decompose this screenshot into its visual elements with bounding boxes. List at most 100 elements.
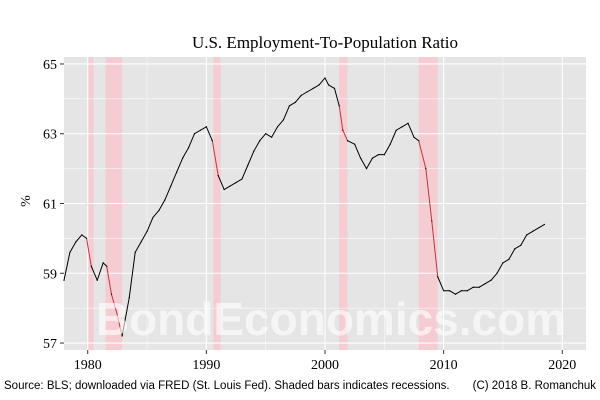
series-segment [514, 244, 522, 250]
copyright-note: (C) 2018 B. Romanchuk [473, 380, 597, 392]
data-point [223, 188, 225, 191]
series-segment [347, 140, 356, 145]
data-point [425, 168, 427, 170]
series-segment [383, 143, 391, 156]
y-tick-label: 63 [43, 128, 57, 143]
data-point [110, 293, 113, 295]
data-point [418, 140, 420, 142]
y-axis-label: % [19, 195, 34, 207]
series-segment [401, 122, 409, 128]
series-segment [306, 87, 314, 93]
data-point [514, 248, 516, 250]
series-segment [328, 84, 335, 89]
source-note: Source: BLS; downloaded via FRED (St. Lo… [4, 380, 450, 392]
series-segment [164, 185, 172, 201]
series-segment [146, 216, 154, 232]
series-segment [199, 126, 207, 131]
series-segment [333, 87, 340, 107]
data-point [140, 241, 142, 243]
series-segment [63, 251, 71, 281]
data-point [265, 133, 267, 135]
data-point [443, 290, 445, 292]
series-segment [271, 126, 279, 138]
y-tick-label: 57 [43, 337, 57, 352]
series-segment [229, 182, 237, 187]
data-point [324, 77, 326, 79]
series-segment [158, 199, 166, 211]
series-segment [69, 241, 77, 253]
series-segment [223, 185, 231, 191]
data-point [371, 157, 374, 159]
data-point [271, 136, 273, 138]
series-segment [288, 101, 296, 107]
data-point [170, 185, 172, 187]
series-segment [188, 133, 195, 149]
series-segment [455, 290, 462, 295]
data-point [69, 251, 71, 253]
data-point [354, 143, 356, 145]
data-point [96, 279, 98, 281]
data-point [146, 230, 148, 233]
series-segment [235, 178, 243, 184]
data-point [128, 297, 130, 299]
data-point [413, 136, 415, 138]
data-point [294, 101, 296, 103]
series-segment [121, 297, 130, 337]
series-segment [152, 209, 160, 218]
data-point [75, 241, 77, 243]
data-point [318, 84, 320, 86]
data-point [526, 234, 528, 236]
series-segment [418, 140, 427, 170]
data-point [466, 290, 468, 292]
series-segment [217, 175, 225, 191]
y-tick-label: 65 [43, 58, 57, 73]
series-segment [241, 164, 249, 180]
data-point [121, 335, 123, 337]
series-segment [102, 262, 108, 267]
series-segment [389, 129, 397, 145]
watermark-text: BondEconomics.com [96, 293, 566, 345]
series-segment [194, 129, 201, 135]
data-point [496, 272, 498, 274]
data-point [229, 185, 231, 187]
data-point [472, 286, 474, 288]
series-segment [110, 293, 118, 316]
data-point [448, 290, 451, 292]
series-segment [520, 234, 528, 246]
data-point [106, 265, 108, 267]
data-point [63, 279, 65, 281]
y-tick-label: 61 [43, 198, 57, 213]
data-point [247, 164, 249, 166]
data-point [164, 199, 166, 201]
data-point [401, 126, 403, 128]
data-point [437, 276, 439, 278]
data-point [276, 126, 279, 128]
series-segment [294, 94, 302, 103]
x-tick-label: 1980 [74, 358, 102, 373]
series-segment [354, 143, 362, 159]
series-segment [502, 258, 510, 264]
series-segment [413, 136, 420, 142]
data-point [383, 154, 385, 156]
data-point [253, 150, 255, 152]
data-point [90, 265, 92, 267]
series-segment [90, 265, 98, 281]
data-point [460, 290, 463, 292]
x-tick-label: 2020 [548, 358, 576, 373]
data-point [158, 209, 160, 212]
data-point [152, 216, 154, 219]
series-segment [96, 262, 104, 281]
data-point [333, 87, 336, 89]
data-point [176, 171, 178, 173]
series-segment [318, 77, 326, 86]
series-segment [259, 133, 267, 142]
series-segment [81, 234, 88, 239]
series-segment [431, 220, 439, 278]
series-segment [366, 157, 373, 170]
data-point [102, 262, 104, 264]
data-point [288, 105, 291, 107]
x-axis-ticks: 1980 1990 2000 2010 2020 [74, 350, 576, 373]
data-point [306, 91, 308, 93]
data-point [235, 181, 237, 184]
series-segment [407, 122, 415, 138]
